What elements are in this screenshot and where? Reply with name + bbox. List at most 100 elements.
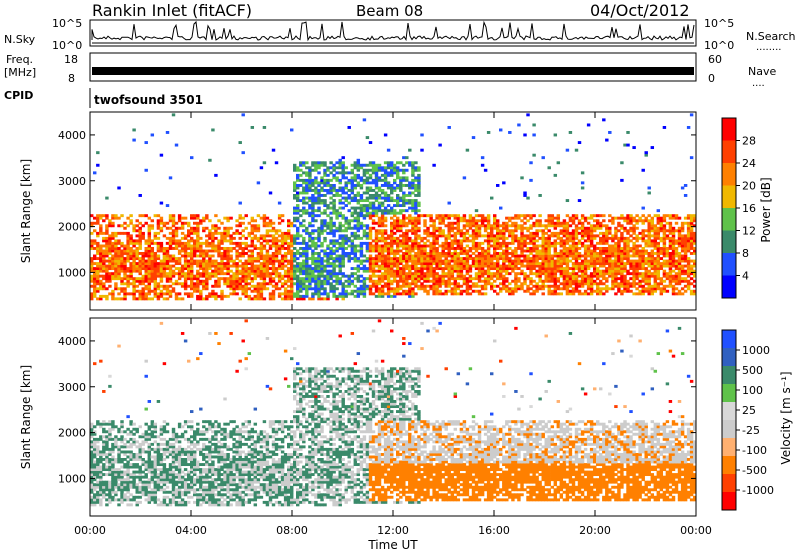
heat-cell bbox=[341, 161, 345, 165]
heat-cell bbox=[220, 267, 224, 271]
heat-cell bbox=[559, 252, 564, 255]
heat-cell bbox=[141, 224, 145, 228]
heat-cell bbox=[641, 214, 645, 218]
heat-cell bbox=[359, 224, 364, 228]
heat-cell bbox=[493, 284, 497, 288]
heat-cell bbox=[93, 247, 97, 250]
heat-cell bbox=[287, 292, 291, 296]
heat-cell bbox=[614, 216, 618, 220]
heat-cell bbox=[459, 241, 464, 245]
heat-cell bbox=[565, 148, 570, 152]
heat-cell bbox=[99, 229, 103, 233]
heat-cell bbox=[274, 239, 279, 243]
heat-cell bbox=[508, 219, 512, 223]
heat-cell bbox=[520, 229, 524, 233]
heat-cell bbox=[402, 289, 406, 293]
heat-cell bbox=[302, 181, 306, 185]
heat-cell bbox=[262, 236, 267, 240]
heat-cell bbox=[653, 277, 658, 281]
heat-cell bbox=[377, 163, 382, 167]
heat-cell bbox=[408, 249, 412, 253]
heat-cell bbox=[496, 184, 500, 187]
heat-cell bbox=[450, 289, 455, 293]
heat-cell bbox=[102, 254, 106, 258]
heat-cell bbox=[480, 219, 485, 223]
heat-cell bbox=[259, 166, 264, 170]
heat-cell bbox=[486, 257, 491, 261]
heat-cell bbox=[647, 272, 651, 276]
heat-cell bbox=[417, 269, 421, 273]
heat-cell bbox=[374, 178, 379, 182]
heat-cell bbox=[520, 284, 524, 288]
heat-cell bbox=[532, 262, 536, 266]
heat-cell bbox=[277, 267, 282, 271]
heat-cell bbox=[617, 287, 621, 291]
heat-cell bbox=[653, 231, 658, 235]
heat-cell bbox=[377, 219, 382, 223]
heat-cell bbox=[229, 264, 233, 268]
heat-cell bbox=[523, 241, 527, 245]
heat-cell bbox=[399, 229, 403, 233]
heat-cell bbox=[450, 292, 455, 296]
heat-cell bbox=[596, 226, 600, 230]
heat-cell bbox=[374, 221, 379, 225]
heat-cell bbox=[493, 262, 497, 266]
heat-cell bbox=[508, 252, 512, 255]
heat-cell bbox=[499, 244, 503, 248]
heat-cell bbox=[190, 156, 194, 160]
heat-cell bbox=[638, 262, 642, 266]
heat-cell bbox=[417, 201, 421, 205]
heat-cell bbox=[383, 292, 388, 296]
heat-cell bbox=[514, 272, 518, 276]
heat-cell bbox=[223, 234, 227, 238]
heat-cell bbox=[356, 211, 361, 215]
heat-cell bbox=[277, 214, 282, 218]
heat-cell bbox=[141, 289, 145, 293]
heat-cell bbox=[280, 241, 285, 245]
heat-cell bbox=[390, 269, 394, 273]
heat-cell bbox=[593, 262, 597, 266]
heat-cell bbox=[538, 269, 542, 273]
heat-cell bbox=[459, 267, 464, 271]
heat-cell bbox=[271, 277, 276, 281]
heat-cell bbox=[202, 264, 206, 268]
heat-cell bbox=[302, 206, 306, 210]
heat-cell bbox=[132, 284, 136, 288]
heat-cell bbox=[614, 264, 618, 268]
heat-cell bbox=[565, 199, 570, 203]
heat-cell bbox=[574, 282, 579, 286]
heat-cell bbox=[199, 279, 203, 283]
heat-cell bbox=[486, 267, 491, 271]
heat-cell bbox=[514, 274, 518, 278]
heat-cell bbox=[453, 282, 458, 286]
heat-cell bbox=[538, 249, 542, 253]
heat-cell bbox=[535, 229, 539, 233]
heat-cell bbox=[411, 191, 415, 195]
heat-cell bbox=[408, 214, 412, 218]
heat-cell bbox=[423, 221, 427, 225]
heat-cell bbox=[108, 241, 112, 245]
heat-cell bbox=[571, 221, 576, 225]
heat-cell bbox=[580, 229, 585, 233]
heat-cell bbox=[402, 254, 406, 258]
heat-cell bbox=[238, 282, 242, 286]
heat-cell bbox=[471, 229, 476, 233]
heat-cell bbox=[589, 244, 594, 248]
heat-cell bbox=[462, 282, 467, 286]
heat-cell bbox=[96, 262, 100, 266]
heat-cell bbox=[586, 236, 591, 240]
heat-cell bbox=[447, 284, 451, 288]
heat-cell bbox=[438, 214, 442, 218]
heat-cell bbox=[190, 247, 194, 250]
heat-cell bbox=[329, 247, 333, 250]
heat-cell bbox=[350, 231, 355, 235]
heat-cell bbox=[602, 277, 606, 281]
heat-cell bbox=[611, 267, 615, 271]
heat-cell bbox=[296, 231, 300, 235]
heat-cell bbox=[408, 259, 412, 263]
heat-cell bbox=[290, 267, 294, 271]
heat-cell bbox=[271, 244, 276, 248]
heat-cell bbox=[393, 272, 397, 276]
heat-cell bbox=[226, 277, 230, 281]
heat-cell bbox=[144, 262, 148, 266]
